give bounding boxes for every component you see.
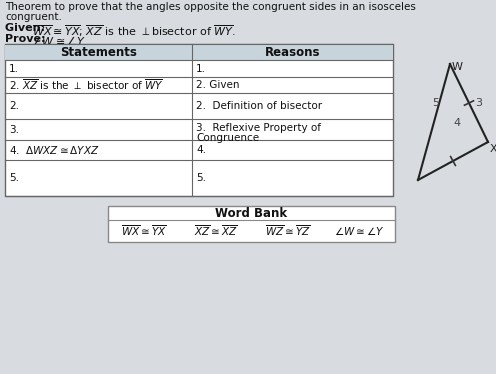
Text: Prove:: Prove: xyxy=(5,34,50,44)
Text: $\angle W \cong \angle Y$: $\angle W \cong \angle Y$ xyxy=(334,225,384,237)
Text: 2. Given: 2. Given xyxy=(196,80,240,90)
Text: 3: 3 xyxy=(475,98,482,108)
Text: Given:: Given: xyxy=(5,23,49,33)
Text: 1.: 1. xyxy=(9,64,19,74)
FancyBboxPatch shape xyxy=(108,206,395,242)
FancyBboxPatch shape xyxy=(5,44,393,60)
Text: $\overline{XZ} \cong \overline{XZ}$: $\overline{XZ} \cong \overline{XZ}$ xyxy=(194,224,238,238)
Text: 1.: 1. xyxy=(196,64,206,74)
Text: Word Bank: Word Bank xyxy=(215,206,288,220)
Text: 2. $\overline{XZ}$ is the $\perp$ bisector of $\overline{WY}$: 2. $\overline{XZ}$ is the $\perp$ bisect… xyxy=(9,78,164,92)
Text: Reasons: Reasons xyxy=(265,46,320,58)
Text: $\overline{WX} \cong \overline{YX}$: $\overline{WX} \cong \overline{YX}$ xyxy=(121,224,167,238)
FancyBboxPatch shape xyxy=(5,44,393,196)
Text: $\overline{WX} \cong \overline{YX}$; $\overline{XZ}$ is the $\perp$bisector of $: $\overline{WX} \cong \overline{YX}$; $\o… xyxy=(32,23,236,39)
Text: Statements: Statements xyxy=(60,46,137,58)
Text: $\angle W \cong \angle Y$: $\angle W \cong \angle Y$ xyxy=(32,34,86,47)
Text: 3.  Reflexive Property of: 3. Reflexive Property of xyxy=(196,123,321,133)
Text: 2.  Definition of bisector: 2. Definition of bisector xyxy=(196,101,322,111)
Text: congruent.: congruent. xyxy=(5,12,62,22)
Text: Theorem to prove that the angles opposite the congruent sides in an isosceles: Theorem to prove that the angles opposit… xyxy=(5,2,416,12)
Text: X: X xyxy=(490,144,496,154)
Text: Congruence: Congruence xyxy=(196,133,259,143)
Text: $\overline{WZ} \cong \overline{YZ}$: $\overline{WZ} \cong \overline{YZ}$ xyxy=(264,224,310,238)
Text: 4: 4 xyxy=(453,118,460,128)
Text: 5.: 5. xyxy=(9,173,19,183)
Text: 3.: 3. xyxy=(9,125,19,135)
Text: 2.: 2. xyxy=(9,101,19,111)
Text: W: W xyxy=(452,62,463,72)
Text: 5: 5 xyxy=(432,98,439,108)
Text: 4.  $\Delta WXZ \cong \Delta YXZ$: 4. $\Delta WXZ \cong \Delta YXZ$ xyxy=(9,144,100,156)
Text: 4.: 4. xyxy=(196,145,206,155)
Text: 5.: 5. xyxy=(196,173,206,183)
